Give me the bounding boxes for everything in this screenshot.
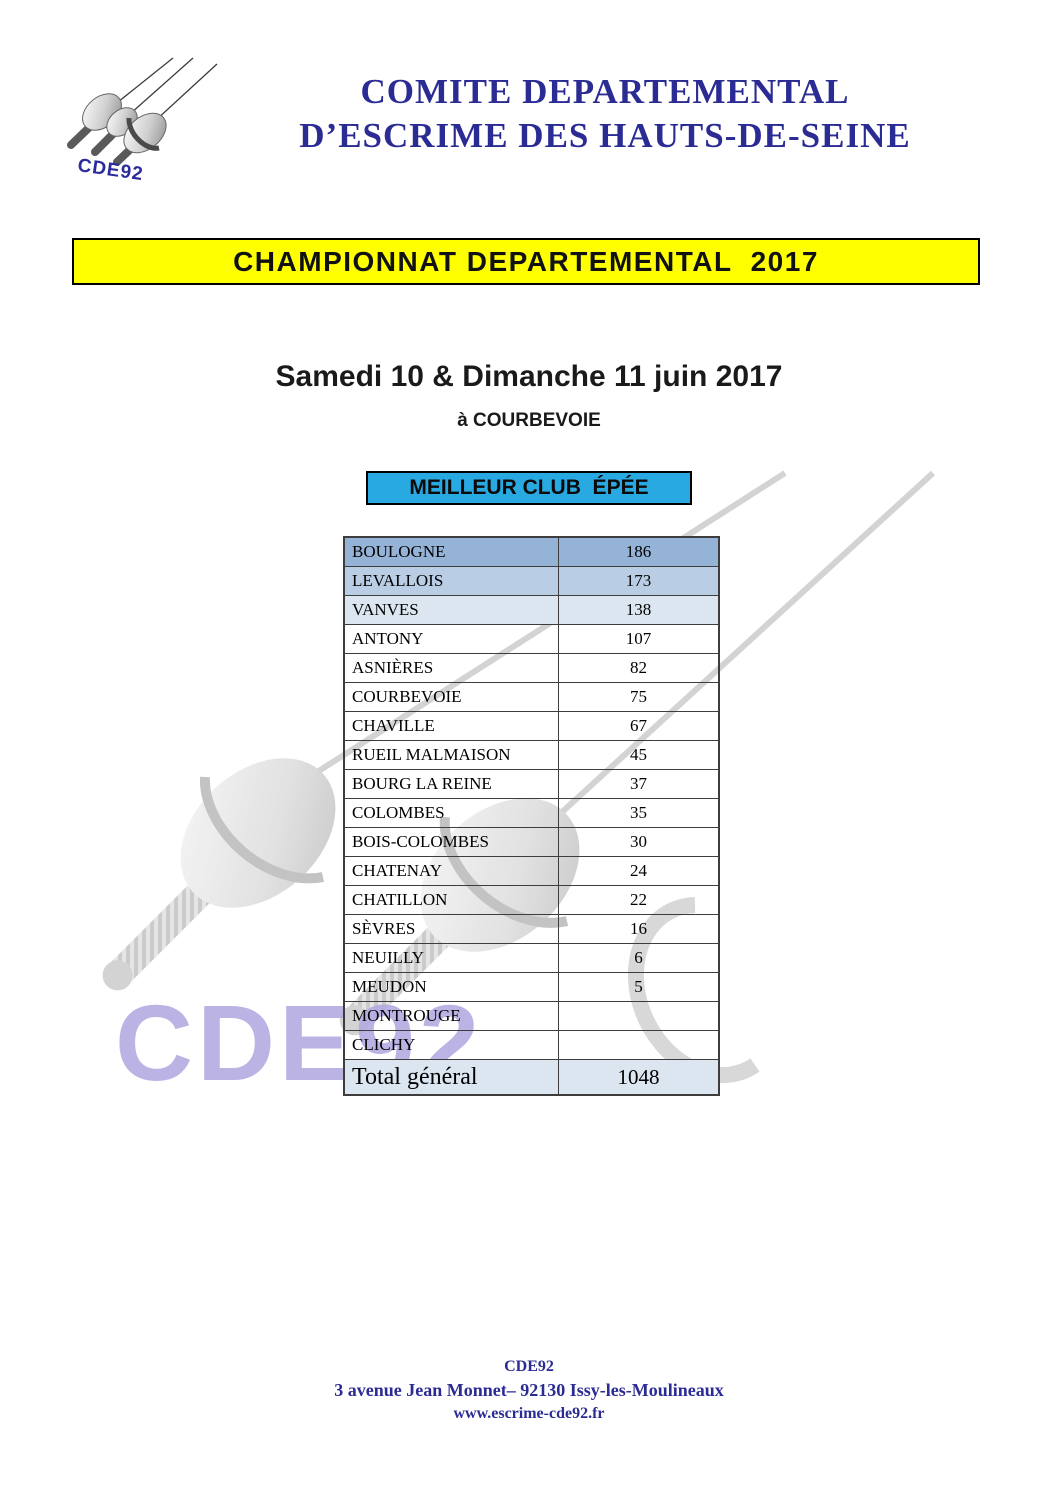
club-points-cell: 5 xyxy=(558,972,720,1002)
club-name-cell: CHATILLON xyxy=(343,885,559,915)
club-points-cell: 107 xyxy=(558,624,720,654)
club-points-cell: 45 xyxy=(558,740,720,770)
table-row: NEUILLY 6 xyxy=(343,943,720,973)
title-line-2: D’ESCRIME DES HAUTS-DE-SEINE xyxy=(299,116,911,155)
footer-website: www.escrime-cde92.fr xyxy=(453,1405,605,1422)
club-points-cell: 138 xyxy=(558,595,720,625)
club-points-cell: 82 xyxy=(558,653,720,683)
club-name-cell: COURBEVOIE xyxy=(343,682,559,712)
club-name-cell: CLICHY xyxy=(343,1030,559,1060)
table-row: CLICHY xyxy=(343,1030,720,1060)
club-points-cell: 30 xyxy=(558,827,720,857)
club-name-cell: ASNIÈRES xyxy=(343,653,559,683)
club-name-cell: VANVES xyxy=(343,595,559,625)
table-row: CHATENAY 24 xyxy=(343,856,720,886)
club-points-cell xyxy=(558,1030,720,1060)
page-title: COMITE DEPARTEMENTAL D’ESCRIME DES HAUTS… xyxy=(170,70,1040,158)
club-name-cell: ANTONY xyxy=(343,624,559,654)
table-row: ASNIÈRES 82 xyxy=(343,653,720,683)
club-name-cell: CHAVILLE xyxy=(343,711,559,741)
club-name-cell: SÈVRES xyxy=(343,914,559,944)
club-points-cell: 6 xyxy=(558,943,720,973)
club-name-cell: NEUILLY xyxy=(343,943,559,973)
footer-address: 3 avenue Jean Monnet– 92130 Issy-les-Mou… xyxy=(334,1380,724,1400)
table-row: CHAVILLE 67 xyxy=(343,711,720,741)
club-points-cell: 16 xyxy=(558,914,720,944)
club-points-cell: 24 xyxy=(558,856,720,886)
table-row: MONTROUGE xyxy=(343,1001,720,1031)
club-points-cell: 186 xyxy=(558,536,720,567)
event-location: à COURBEVOIE xyxy=(457,410,601,431)
championship-banner: CHAMPIONNAT DEPARTEMENTAL 2017 xyxy=(72,238,980,285)
table-row: COLOMBES 35 xyxy=(343,798,720,828)
watermark-bell-1-rim xyxy=(199,776,325,884)
table-row: ANTONY 107 xyxy=(343,624,720,654)
footer-org: CDE92 xyxy=(504,1358,554,1375)
table-row: RUEIL MALMAISON 45 xyxy=(343,740,720,770)
table-row: LEVALLOIS 173 xyxy=(343,566,720,596)
club-name-cell: CHATENAY xyxy=(343,856,559,886)
logo-bell-3-rim xyxy=(126,117,160,151)
table-row: BOIS-COLOMBES 30 xyxy=(343,827,720,857)
club-points-cell: 67 xyxy=(558,711,720,741)
total-label-cell: Total général xyxy=(343,1059,559,1096)
club-name-cell: MEUDON xyxy=(343,972,559,1002)
event-date: Samedi 10 & Dimanche 11 juin 2017 xyxy=(275,360,783,393)
table-row: BOURG LA REINE 37 xyxy=(343,769,720,799)
best-club-epee-header: MEILLEUR CLUB ÉPÉE xyxy=(366,471,692,505)
club-points-cell: 75 xyxy=(558,682,720,712)
table-row: COURBEVOIE 75 xyxy=(343,682,720,712)
club-points-cell: 35 xyxy=(558,798,720,828)
table-row: SÈVRES 16 xyxy=(343,914,720,944)
watermark-grip-1 xyxy=(102,865,228,991)
title-line-1: COMITE DEPARTEMENTAL xyxy=(360,72,850,111)
club-table-body: BOULOGNE 186 LEVALLOIS 173 VANVES 138 ANTONY 10… xyxy=(343,536,720,1096)
table-row: BOULOGNE 186 xyxy=(343,536,720,567)
footer: CDE92 3 avenue Jean Monnet– 92130 Issy-l… xyxy=(0,1356,1058,1425)
table-row: VANVES 138 xyxy=(343,595,720,625)
total-row: Total général 1048 xyxy=(343,1059,720,1096)
club-points-cell: 22 xyxy=(558,885,720,915)
club-name-cell: BOULOGNE xyxy=(343,536,559,567)
club-name-cell: RUEIL MALMAISON xyxy=(343,740,559,770)
table-row: MEUDON 5 xyxy=(343,972,720,1002)
club-name-cell: BOURG LA REINE xyxy=(343,769,559,799)
club-name-cell: BOIS-COLOMBES xyxy=(343,827,559,857)
cde92-logo: CDE92 xyxy=(67,57,218,185)
watermark-bell-1 xyxy=(180,758,336,908)
logo-bell-3 xyxy=(123,112,167,154)
table-row: CHATILLON 22 xyxy=(343,885,720,915)
club-points-cell: 173 xyxy=(558,566,720,596)
club-points-cell xyxy=(558,1001,720,1031)
total-points-cell: 1048 xyxy=(558,1059,720,1096)
logo-text: CDE92 xyxy=(76,155,145,185)
club-name-cell: MONTROUGE xyxy=(343,1001,559,1031)
club-name-cell: COLOMBES xyxy=(343,798,559,828)
club-name-cell: LEVALLOIS xyxy=(343,566,559,596)
club-points-cell: 37 xyxy=(558,769,720,799)
club-results-table: BOULOGNE 186 LEVALLOIS 173 VANVES 138 ANTONY 10… xyxy=(343,536,720,1096)
